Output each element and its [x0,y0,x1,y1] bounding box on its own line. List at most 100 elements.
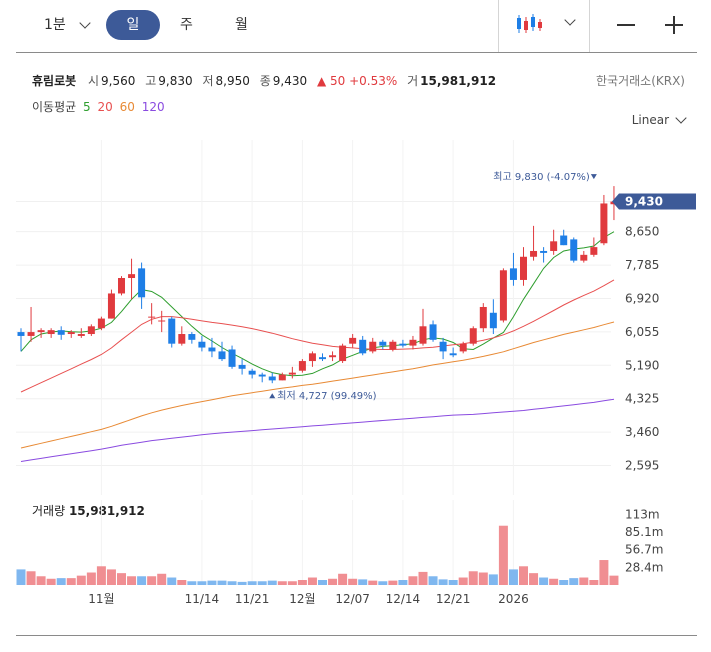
volume-bar [328,578,338,585]
volume-bar [468,571,478,585]
interval-week[interactable]: 주 [180,17,193,33]
volume-tick-label: 56.7m [625,543,663,557]
ma-20: 20 [97,100,113,114]
volume-bar [197,581,207,585]
volume-panel-value: 15,981,912 [68,504,145,518]
chart-type-chevron-icon[interactable] [564,14,576,26]
ma-line-60 [20,321,615,449]
candle-body [67,332,75,335]
y-tick-label: 2,595 [625,459,659,473]
candle-body [359,339,367,354]
candle-body [27,332,35,336]
candle-body [319,357,326,360]
candle-body [308,353,316,362]
candle-body [188,334,196,340]
candle-body [97,318,105,329]
scale-selector[interactable]: Linear [631,112,687,127]
chevron-down-icon[interactable] [79,17,91,29]
volume-bar [117,573,126,585]
volume-bar [86,572,96,585]
low-label: 저 [202,74,214,88]
close-label: 종 [259,74,271,88]
close-value: 9,430 [272,74,308,88]
candle-body [118,278,125,294]
candle-body [479,306,487,329]
x-tick-label: 11/14 [185,592,220,606]
toolbar-bottom-rule [16,52,697,53]
candle-body [600,203,608,244]
interval-1min[interactable]: 1분 [44,17,66,33]
candle-body [550,241,558,251]
candle-body [158,320,166,322]
volume-bar [96,566,106,585]
candle-body [238,364,246,369]
volume-bar [488,574,498,585]
volume-bar [438,579,448,585]
volume-bar [177,580,187,585]
y-tick-label: 6,055 [625,325,659,339]
high-label: 고 [145,74,157,88]
toolbar-divider [589,0,590,52]
candle-body [530,250,538,257]
y-tick-label: 6,920 [625,291,659,305]
volume-panel-title: 거래량 [32,504,66,518]
volume-tick-label: 28.4m [625,560,663,574]
y-tick-label: 8,650 [625,225,659,239]
candle-body [520,256,527,280]
y-tick-label: 4,325 [625,392,659,406]
candle-body [268,376,276,381]
volume-bar [418,571,428,585]
volume-bar [478,572,488,585]
candle-body [570,239,578,261]
candle-body [148,316,156,318]
candle-body [459,343,467,352]
volume-bar [46,578,56,585]
chevron-down-icon [675,112,687,124]
volume-bar [519,566,528,585]
y-tick-label: 7,785 [625,258,659,272]
volume-label: 거 [407,74,419,88]
volume-bar [26,571,36,585]
volume-panel-label: 거래량 15,981,912 [32,502,145,519]
volume-bar [539,577,549,585]
price-change: ▲ 50 +0.53% [316,74,398,88]
candle-body [389,341,397,350]
candle-body [87,326,95,335]
candle-body [369,341,377,352]
volume-chart[interactable]: 113m 85.1m 56.7m 28.4m 11월 11/14 11/21 12월 12/0… [0,495,711,625]
candle-body [449,353,457,356]
volume-bar [237,581,247,585]
volume-bar [137,576,147,585]
candle-body [208,347,216,352]
volume-bar [508,569,518,585]
candle-body [560,235,568,246]
zoom-in-button[interactable] [657,8,691,42]
candle-body [540,250,548,253]
candle-body [178,334,186,344]
ma-label: 이동평균 [32,100,77,114]
minus-icon [617,24,635,26]
zoom-out-button[interactable] [609,8,643,42]
x-tick-label: 12/07 [335,592,370,606]
volume-bar [157,573,167,585]
volume-value: 15,981,912 [420,74,497,88]
scale-mode: Linear [631,113,669,127]
interval-day[interactable]: 일 [106,10,160,40]
volume-bar [167,577,177,585]
price-chart[interactable]: 8,650 7,785 6,920 6,055 5,190 4,325 3,460 2,595… [0,130,711,500]
candle-body [489,312,497,329]
candle-body [168,318,176,344]
volume-bar [549,578,559,585]
volume-bar [338,573,348,585]
candle-body [128,274,136,279]
chart-bottom-rule [16,635,697,636]
moving-average-legend[interactable]: 이동평균 5 20 60 120 [32,98,165,115]
candle-body [580,254,588,261]
candlestick-type-icon[interactable] [516,13,544,35]
exchange-label: 한국거래소(KRX) [596,74,685,88]
volume-bar [529,573,539,585]
interval-month[interactable]: 월 [235,17,248,33]
candle-body [419,326,427,344]
candle-body [17,332,25,336]
candle-body [278,374,286,381]
